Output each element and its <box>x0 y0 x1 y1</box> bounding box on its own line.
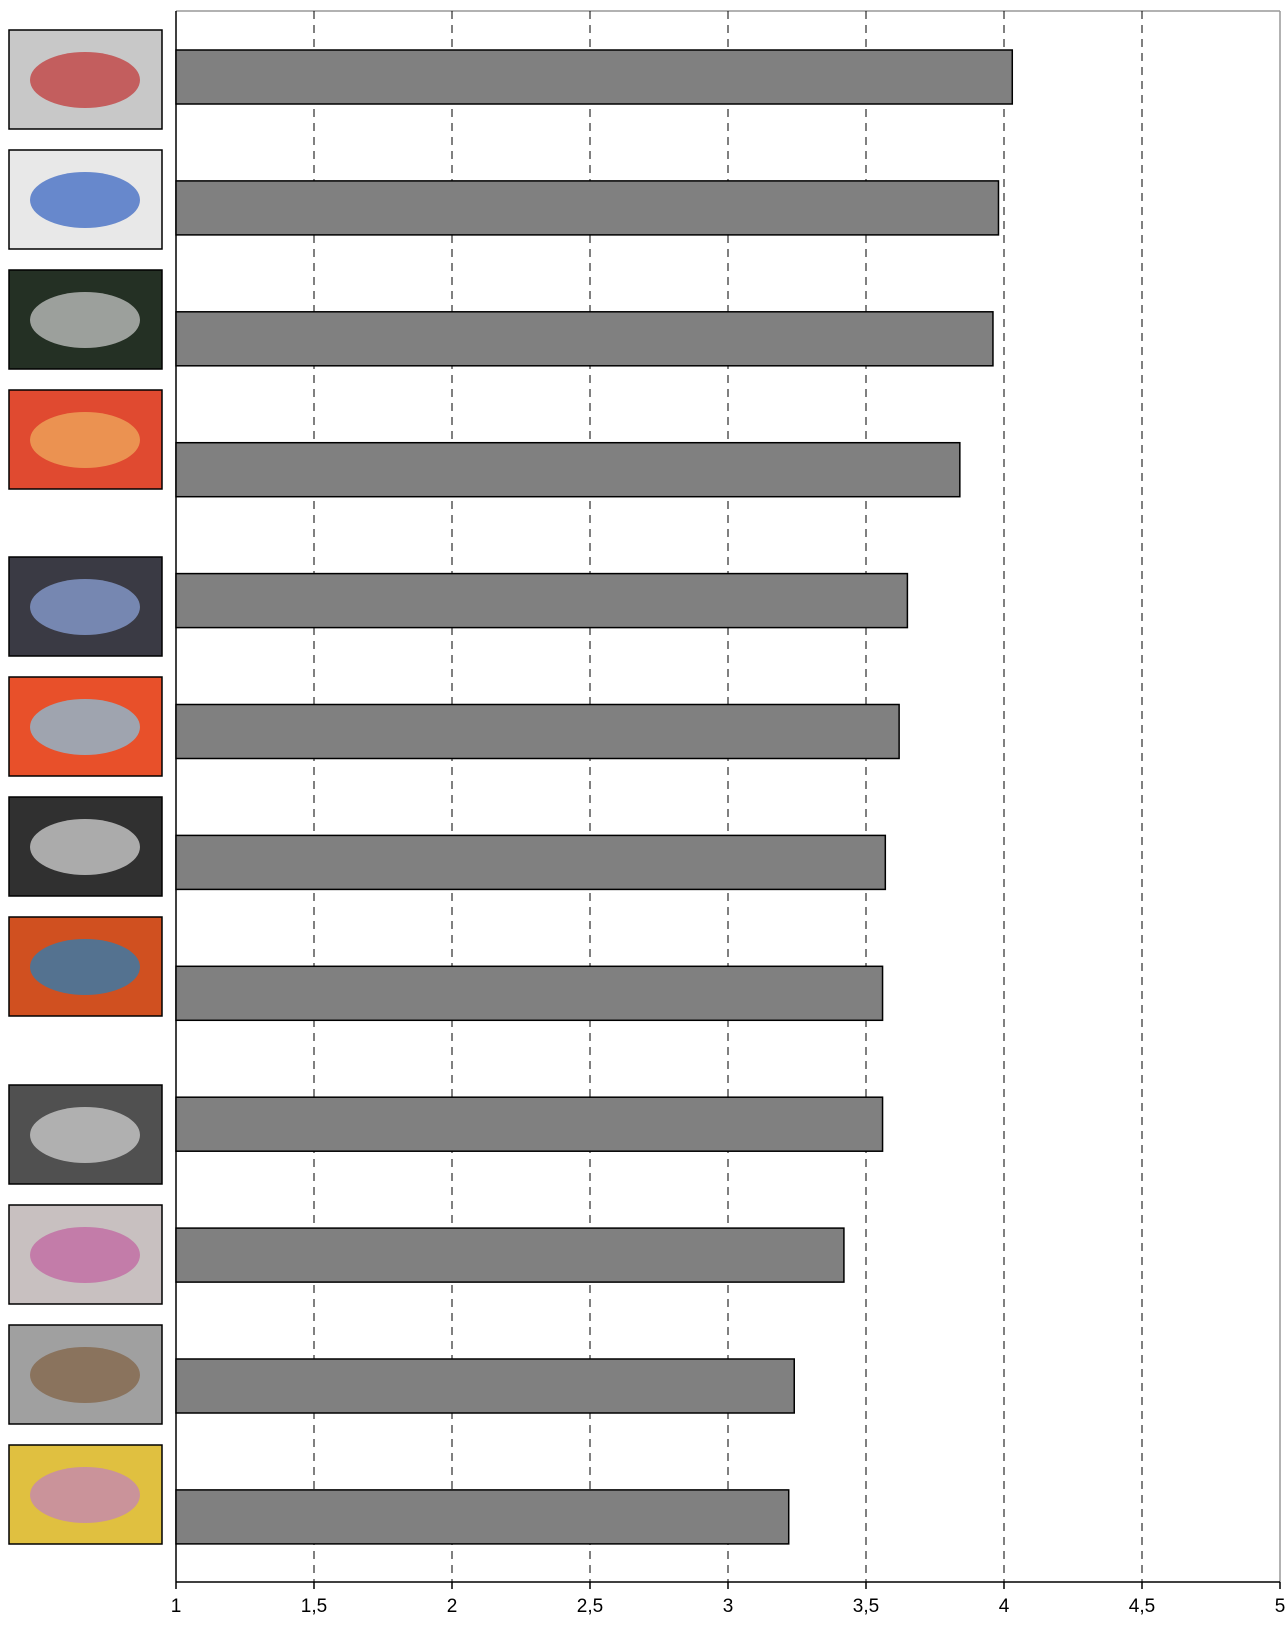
bar <box>175 1489 790 1545</box>
thumbnail-art <box>30 292 140 348</box>
bar <box>175 703 900 760</box>
x-tick-label: 5 <box>1275 1596 1286 1617</box>
bar <box>175 441 961 498</box>
thumbnail-art <box>30 1467 140 1523</box>
bar <box>175 1096 884 1152</box>
thumbnail-art <box>30 1107 140 1163</box>
x-tick-label: 2,5 <box>577 1596 603 1617</box>
thumbnail-art <box>30 52 140 108</box>
bar <box>175 49 1014 105</box>
bar <box>175 1227 845 1283</box>
bar <box>175 1358 795 1414</box>
thumbnail-art <box>30 579 140 635</box>
x-tick-label: 4,5 <box>1129 1596 1155 1617</box>
x-tick-label: 4 <box>999 1596 1010 1617</box>
bar <box>175 311 994 367</box>
bar <box>175 834 887 891</box>
thumbnail-art <box>30 1227 140 1283</box>
bar <box>175 180 1000 236</box>
x-tick-label: 3,5 <box>853 1596 879 1617</box>
thumbnail-art <box>30 699 140 755</box>
bar <box>175 965 884 1022</box>
thumbnail-art <box>30 1347 140 1403</box>
thumbnail-art <box>30 939 140 995</box>
thumbnail-art <box>30 412 140 468</box>
thumbnail-art <box>30 172 140 228</box>
x-tick-label: 1 <box>171 1596 182 1617</box>
thumbnail-art <box>30 819 140 875</box>
x-tick-label: 2 <box>447 1596 458 1617</box>
bar <box>175 572 909 629</box>
x-tick-label: 1,5 <box>301 1596 327 1617</box>
x-tick-label: 3 <box>723 1596 734 1617</box>
